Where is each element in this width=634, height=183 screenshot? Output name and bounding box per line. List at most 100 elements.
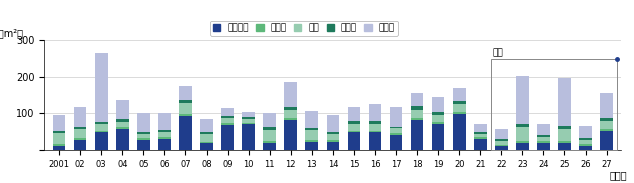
Bar [516, 141, 529, 143]
Bar [285, 110, 297, 118]
Bar [474, 139, 486, 150]
Bar [474, 137, 486, 139]
Bar [579, 140, 592, 144]
Bar [474, 134, 486, 137]
Bar [390, 107, 403, 127]
Bar [537, 124, 550, 135]
Bar [390, 127, 403, 128]
Text: 計画: 計画 [493, 48, 503, 57]
Bar [600, 121, 613, 129]
Text: （万m²）: （万m²） [0, 28, 23, 38]
Bar [558, 126, 571, 129]
Bar [411, 106, 424, 110]
Bar [285, 118, 297, 120]
Bar [390, 135, 403, 150]
Bar [306, 128, 318, 130]
Bar [491, 59, 617, 150]
Bar [158, 137, 171, 139]
Bar [558, 78, 571, 126]
Bar [432, 122, 444, 124]
Bar [95, 132, 108, 150]
Bar [53, 131, 65, 133]
Bar [347, 107, 360, 121]
Bar [558, 129, 571, 141]
Bar [537, 135, 550, 137]
Bar [137, 134, 150, 138]
Bar [432, 112, 444, 115]
Bar [474, 132, 486, 134]
Bar [516, 76, 529, 124]
Bar [453, 101, 465, 104]
Bar [53, 115, 65, 131]
Bar [327, 132, 339, 134]
Bar [368, 104, 381, 121]
Bar [285, 82, 297, 107]
Bar [242, 117, 255, 119]
Bar [390, 133, 403, 135]
Bar [158, 132, 171, 137]
Bar [116, 119, 129, 122]
Bar [200, 132, 213, 134]
Bar [221, 116, 234, 118]
Bar [537, 143, 550, 150]
Text: （年）: （年） [609, 170, 627, 180]
Bar [600, 131, 613, 150]
Bar [74, 129, 86, 138]
Bar [116, 122, 129, 127]
Bar [285, 120, 297, 150]
Bar [179, 114, 191, 116]
Bar [221, 125, 234, 150]
Bar [579, 126, 592, 138]
Bar [116, 129, 129, 150]
Bar [200, 119, 213, 132]
Bar [179, 116, 191, 150]
Bar [263, 113, 276, 127]
Bar [221, 108, 234, 116]
Bar [453, 88, 465, 101]
Bar [411, 110, 424, 118]
Bar [368, 132, 381, 150]
Bar [411, 93, 424, 106]
Bar [74, 140, 86, 150]
Bar [537, 141, 550, 143]
Bar [95, 131, 108, 132]
Bar [221, 118, 234, 123]
Bar [411, 118, 424, 120]
Bar [390, 128, 403, 133]
Bar [95, 124, 108, 131]
Bar [537, 137, 550, 141]
Bar [600, 93, 613, 118]
Bar [327, 115, 339, 132]
Bar [74, 138, 86, 140]
Bar [306, 142, 318, 150]
Bar [158, 113, 171, 130]
Bar [242, 124, 255, 150]
Bar [53, 133, 65, 144]
Bar [242, 119, 255, 123]
Bar [558, 143, 571, 150]
Bar [495, 129, 508, 139]
Bar [53, 144, 65, 146]
Bar [200, 134, 213, 142]
Bar [74, 127, 86, 129]
Bar [411, 120, 424, 150]
Bar [347, 121, 360, 124]
Bar [347, 124, 360, 131]
Bar [200, 143, 213, 150]
Bar [179, 103, 191, 114]
Bar [516, 127, 529, 141]
Bar [221, 123, 234, 125]
Bar [558, 141, 571, 143]
Bar [263, 143, 276, 150]
Bar [95, 122, 108, 124]
Bar [495, 145, 508, 146]
Bar [368, 124, 381, 131]
Bar [368, 121, 381, 124]
Bar [347, 131, 360, 132]
Bar [242, 112, 255, 117]
Bar [474, 124, 486, 132]
Bar [432, 124, 444, 150]
Bar [137, 140, 150, 150]
Bar [579, 144, 592, 146]
Bar [242, 123, 255, 124]
